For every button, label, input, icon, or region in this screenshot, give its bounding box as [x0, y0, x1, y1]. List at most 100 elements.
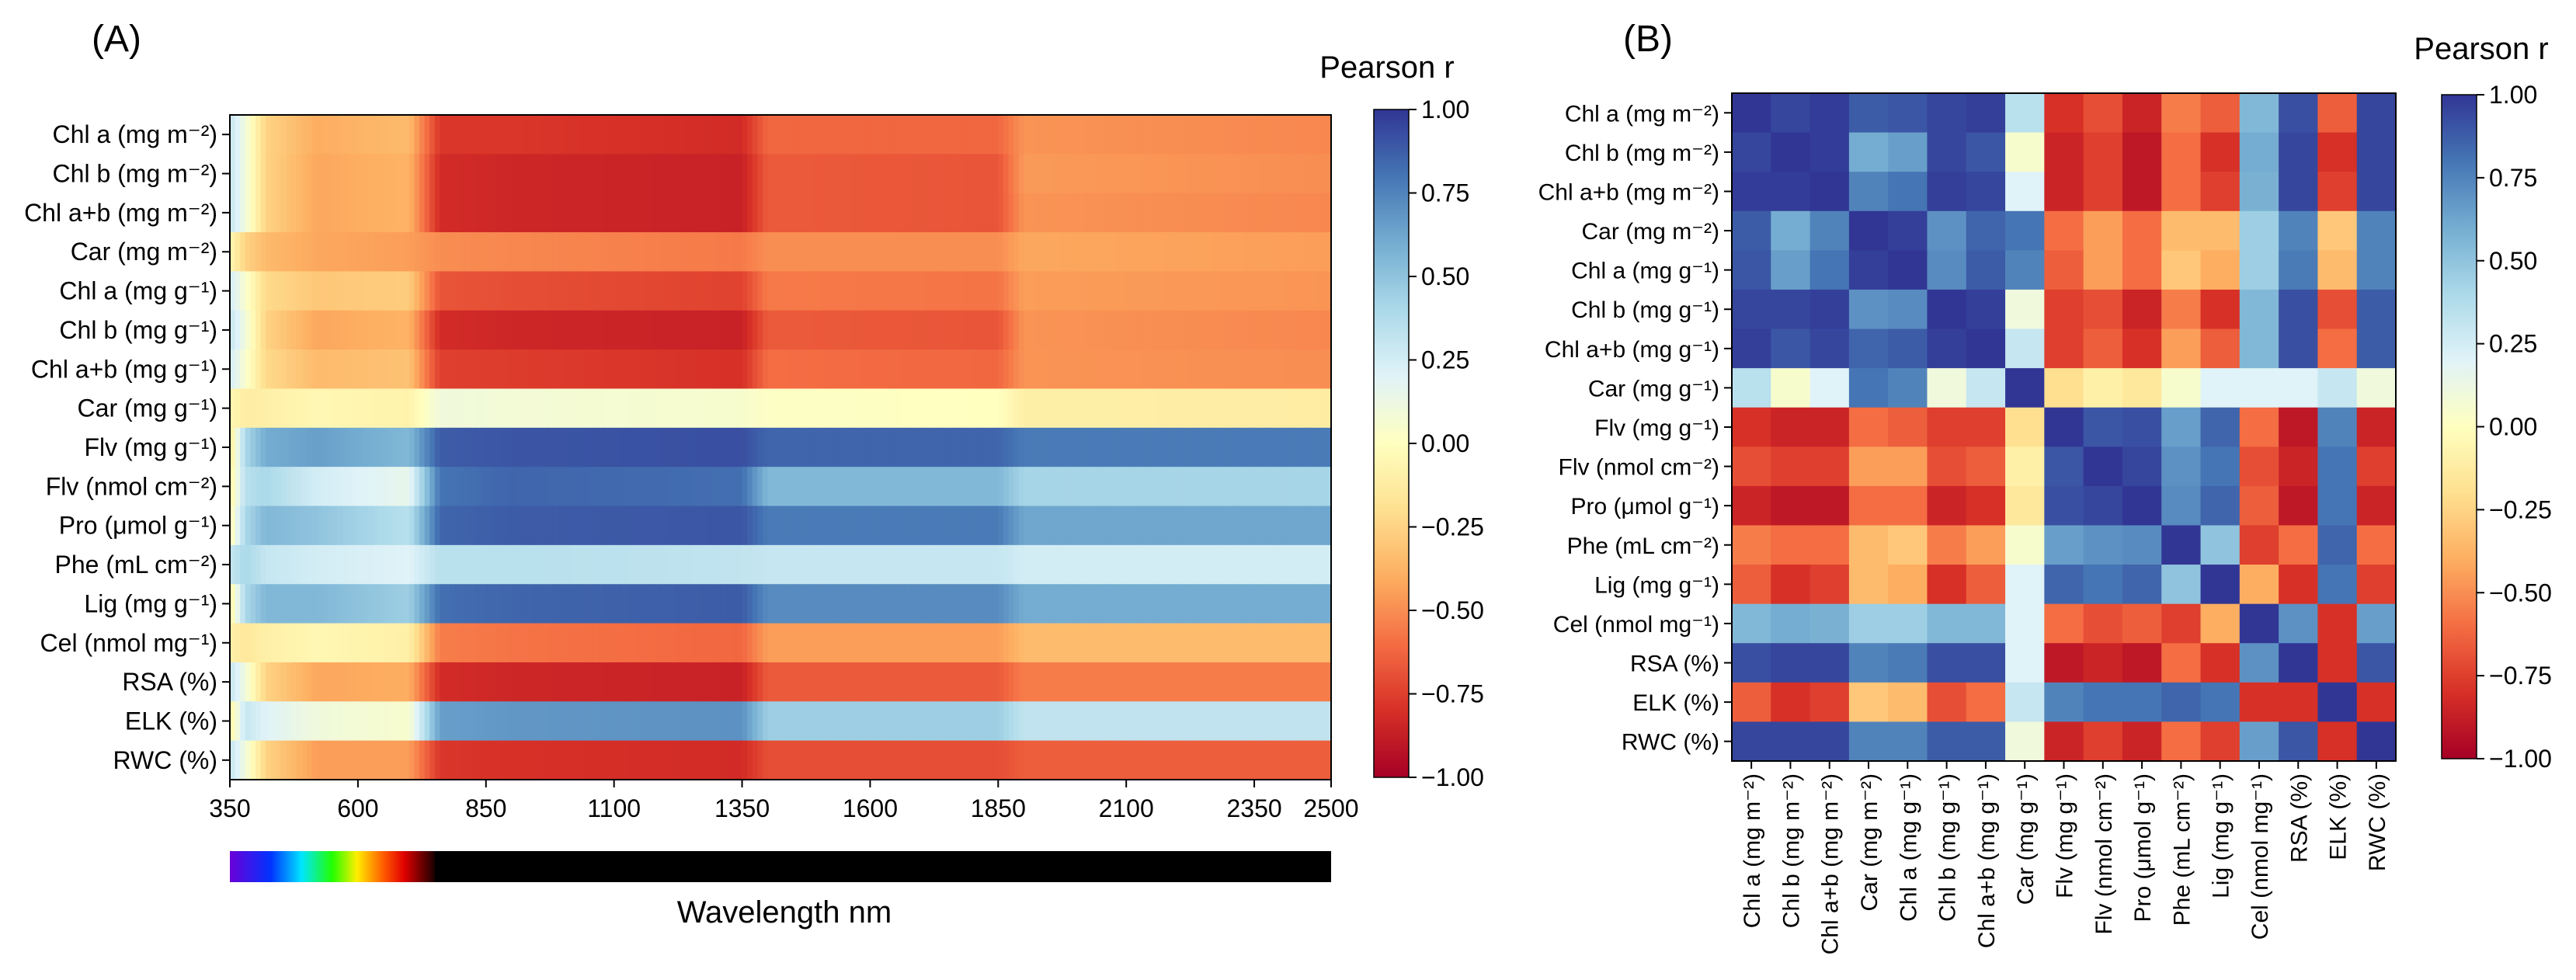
- heatmap-a-cell: [470, 427, 477, 467]
- heatmap-a-cell: [619, 427, 625, 467]
- heatmap-a-cell: [798, 388, 805, 429]
- heatmap-a-cell: [1264, 193, 1271, 233]
- heatmap-a-cell: [700, 740, 707, 780]
- heatmap-a-cell: [465, 662, 471, 702]
- heatmap-a-cell: [1049, 193, 1055, 233]
- heatmap-a-cell: [460, 271, 467, 311]
- panel-b: (B) Chl a (mg m⁻²)Chl b (mg m⁻²)Chl a+b …: [1538, 19, 2552, 954]
- heatmap-a-cell: [1162, 740, 1168, 780]
- heatmap-a-cell: [578, 506, 584, 546]
- heatmap-b-cell: [1848, 210, 1889, 251]
- heatmap-a-cell: [1320, 506, 1327, 546]
- heatmap-a-cell: [1218, 506, 1225, 546]
- heatmap-a-cell: [1044, 701, 1051, 742]
- heatmap-a-cell: [1249, 232, 1255, 273]
- heatmap-a-cell: [1182, 427, 1189, 467]
- heatmap-a-cell: [527, 349, 533, 390]
- heatmap-a-cell: [957, 740, 963, 780]
- heatmap-a-cell: [394, 388, 400, 429]
- heatmap-a-cell: [947, 467, 953, 507]
- heatmap-a-cell: [614, 193, 621, 233]
- heatmap-b-cell: [2200, 172, 2241, 212]
- panel-b-column-label: RSA (%): [2286, 773, 2312, 863]
- heatmap-a-cell: [834, 193, 840, 233]
- heatmap-b-cell: [2005, 368, 2045, 408]
- heatmap-a-cell: [1166, 349, 1173, 390]
- heatmap-a-cell: [1290, 349, 1296, 390]
- heatmap-b-cell: [2317, 210, 2358, 251]
- heatmap-a-cell: [716, 388, 722, 429]
- heatmap-a-cell: [1243, 584, 1250, 624]
- heatmap-a-cell: [347, 115, 354, 155]
- heatmap-b-cell: [1888, 485, 1928, 526]
- heatmap-a-cell: [1249, 740, 1255, 780]
- heatmap-a-cell: [1059, 701, 1066, 742]
- heatmap-a-cell: [419, 506, 426, 546]
- heatmap-a-cell: [465, 427, 471, 467]
- heatmap-a-cell: [773, 310, 779, 350]
- heatmap-a-cell: [1218, 427, 1225, 467]
- heatmap-a-cell: [1233, 623, 1240, 663]
- heatmap-a-cell: [1065, 701, 1071, 742]
- heatmap-a-cell: [583, 349, 589, 390]
- heatmap-a-cell: [1156, 310, 1163, 350]
- heatmap-a-cell: [793, 467, 799, 507]
- heatmap-a-cell: [757, 115, 763, 155]
- heatmap-a-cell: [1049, 271, 1055, 311]
- heatmap-a-cell: [1039, 427, 1045, 467]
- heatmap-a-cell: [1065, 427, 1071, 467]
- heatmap-a-cell: [408, 623, 415, 663]
- heatmap-a-cell: [1156, 232, 1163, 273]
- heatmap-b-cell: [1848, 447, 1889, 487]
- heatmap-a-cell: [1075, 701, 1081, 742]
- heatmap-a-cell: [900, 467, 907, 507]
- heatmap-a-cell: [485, 310, 492, 350]
- heatmap-a-cell: [839, 427, 846, 467]
- heatmap-a-cell: [240, 115, 246, 155]
- heatmap-a-cell: [680, 388, 687, 429]
- heatmap-a-cell: [803, 467, 810, 507]
- heatmap-a-cell: [947, 115, 953, 155]
- heatmap-a-cell: [1034, 388, 1040, 429]
- heatmap-a-cell: [864, 623, 871, 663]
- heatmap-a-cell: [1162, 154, 1168, 194]
- heatmap-a-cell: [475, 271, 481, 311]
- heatmap-a-cell: [1264, 662, 1271, 702]
- heatmap-a-cell: [455, 701, 461, 742]
- heatmap-a-cell: [562, 740, 569, 780]
- heatmap-a-cell: [368, 388, 374, 429]
- heatmap-a-cell: [680, 544, 687, 585]
- heatmap-a-cell: [424, 115, 431, 155]
- heatmap-a-cell: [726, 544, 733, 585]
- heatmap-a-cell: [921, 544, 927, 585]
- heatmap-a-cell: [614, 115, 621, 155]
- heatmap-a-cell: [1024, 584, 1030, 624]
- heatmap-a-cell: [1264, 154, 1271, 194]
- heatmap-a-cell: [408, 154, 415, 194]
- heatmap-a-cell: [552, 232, 558, 273]
- heatmap-a-cell: [1044, 271, 1051, 311]
- heatmap-b-cell: [2317, 368, 2358, 408]
- heatmap-a-cell: [491, 506, 497, 546]
- heatmap-a-cell: [1131, 232, 1138, 273]
- heatmap-a-cell: [270, 544, 277, 585]
- heatmap-a-cell: [829, 544, 836, 585]
- heatmap-a-cell: [1136, 271, 1142, 311]
- heatmap-a-cell: [1213, 193, 1219, 233]
- heatmap-a-cell: [747, 740, 753, 780]
- heatmap-a-cell: [311, 271, 318, 311]
- heatmap-a-cell: [808, 193, 815, 233]
- heatmap-a-cell: [808, 584, 815, 624]
- heatmap-a-cell: [675, 662, 682, 702]
- heatmap-a-cell: [649, 427, 656, 467]
- heatmap-b-cell: [2005, 407, 2045, 447]
- heatmap-a-cell: [1121, 701, 1127, 742]
- heatmap-a-cell: [276, 193, 282, 233]
- heatmap-a-cell: [977, 427, 984, 467]
- heatmap-a-cell: [235, 271, 241, 311]
- heatmap-a-cell: [967, 467, 974, 507]
- heatmap-a-cell: [353, 154, 359, 194]
- heatmap-a-cell: [250, 349, 256, 390]
- heatmap-b-cell: [2239, 447, 2279, 487]
- heatmap-b-cell: [2317, 250, 2358, 290]
